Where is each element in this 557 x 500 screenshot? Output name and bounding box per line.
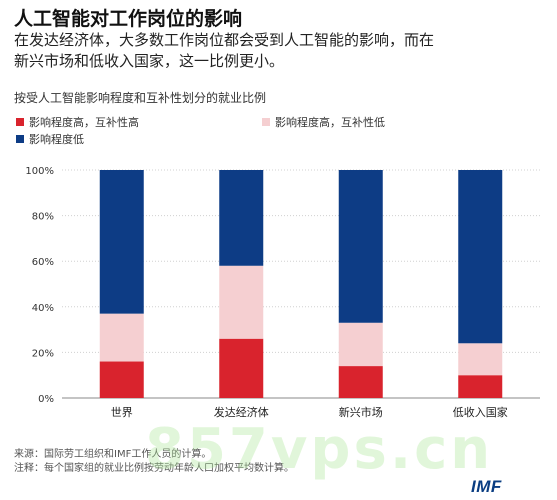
bar-segment-high-low — [338, 322, 383, 367]
legend-swatch-high-low — [262, 118, 270, 126]
legend-item-low: 影响程度低 — [16, 133, 84, 146]
y-tick-label: 80% — [32, 212, 54, 223]
bar-segment-high-low — [219, 265, 264, 339]
legend-label-low: 影响程度低 — [29, 133, 84, 146]
x-tick-label: 世界 — [111, 406, 133, 419]
page-subtitle: 在发达经济体，大多数工作岗位都会受到人工智能的影响，而在 新兴市场和低收入国家，… — [14, 30, 544, 72]
note-line: 注释：每个国家组的就业比例按劳动年龄人口加权平均数计算。 — [14, 463, 294, 474]
watermark: 857vps.cn — [145, 417, 494, 482]
x-tick-label: 新兴市场 — [339, 405, 383, 419]
bar-segment-high-high — [99, 361, 144, 398]
page-title: 人工智能对工作岗位的影响 — [14, 8, 243, 30]
bar-segment-low — [219, 170, 264, 266]
bar-segment-high-high — [458, 375, 503, 398]
legend-item-high-high: 影响程度高，互补性高 — [16, 116, 139, 129]
subtitle-line-2: 新兴市场和低收入国家，这一比例更小。 — [14, 52, 285, 70]
legend-swatch-low — [16, 135, 24, 143]
bar-segment-low — [99, 170, 144, 314]
legend-item-high-low: 影响程度高，互补性低 — [262, 116, 385, 129]
imf-logo: IMF — [471, 477, 502, 496]
y-tick-label: 0% — [38, 394, 54, 405]
bar-segment-high-high — [338, 366, 383, 398]
bar-segment-high-low — [458, 343, 503, 376]
bar-segment-low — [338, 170, 383, 323]
source-line: 来源：国际劳工组织和IMF工作人员的计算。 — [14, 449, 212, 460]
chart-source: 来源：国际劳工组织和IMF工作人员的计算。 注释：每个国家组的就业比例按劳动年龄… — [14, 448, 484, 476]
legend-label-high-high: 影响程度高，互补性高 — [29, 116, 139, 129]
subtitle-line-1: 在发达经济体，大多数工作岗位都会受到人工智能的影响，而在 — [14, 31, 435, 49]
x-tick-label: 发达经济体 — [214, 405, 269, 419]
bar-segment-low — [458, 170, 503, 344]
y-tick-label: 40% — [32, 303, 54, 314]
x-tick-label: 低收入国家 — [453, 405, 508, 419]
bar-segment-high-high — [219, 338, 264, 398]
y-tick-label: 100% — [25, 166, 54, 177]
legend-swatch-high-high — [16, 118, 24, 126]
y-tick-label: 20% — [32, 348, 54, 359]
bar-segment-high-low — [99, 313, 144, 362]
y-tick-label: 60% — [32, 257, 54, 268]
chart-title: 按受人工智能影响程度和互补性划分的就业比例 — [14, 91, 267, 105]
legend-label-high-low: 影响程度高，互补性低 — [275, 116, 385, 129]
chart-legend: 影响程度高，互补性高 影响程度高，互补性低 影响程度低 — [16, 116, 541, 156]
